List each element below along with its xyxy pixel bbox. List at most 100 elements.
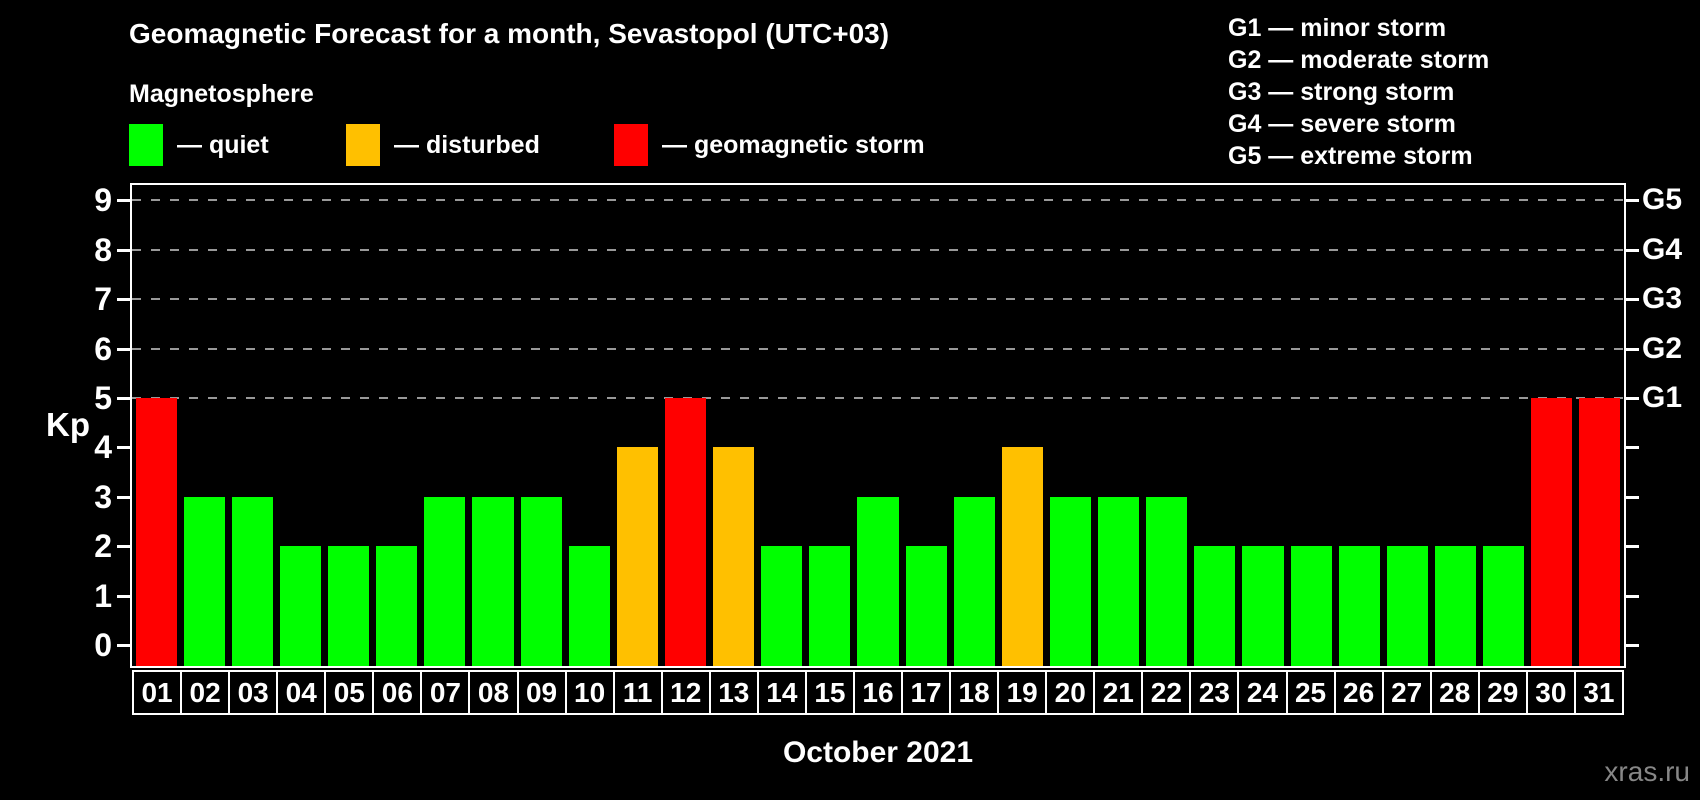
- y-tick-label-3: 3: [94, 478, 112, 515]
- storm-scale-legend-line: G4 — severe storm: [1228, 110, 1456, 138]
- day-cell-06: 06: [372, 670, 423, 715]
- day-cell-22: 22: [1141, 670, 1192, 715]
- right-tick-kp-4: [1626, 446, 1639, 450]
- day-cell-11: 11: [612, 670, 663, 715]
- gridline-kp-6: [132, 347, 1624, 350]
- day-cell-04: 04: [276, 670, 327, 715]
- bar-day-18: [953, 496, 995, 666]
- legend-label-quiet: — quiet: [177, 130, 269, 159]
- bar-day-26: [1338, 546, 1380, 666]
- bar-day-17: [905, 546, 947, 666]
- legend-label-disturbed: — disturbed: [394, 130, 540, 159]
- storm-scale-legend: G1 — minor storm G2 — moderate storm G3 — …: [1228, 12, 1489, 172]
- y-tick-label-5: 5: [94, 380, 112, 416]
- y-tick-label-4: 4: [94, 429, 112, 466]
- bar-day-03: [231, 496, 273, 666]
- day-cell-26: 26: [1333, 670, 1384, 715]
- right-tick-kp-8: [1626, 248, 1639, 252]
- y-tick-label-7: 7: [94, 281, 112, 318]
- day-cell-21: 21: [1093, 670, 1144, 715]
- left-tick-kp-5: [117, 397, 130, 400]
- bar-day-07: [424, 496, 466, 666]
- bar-day-15: [809, 546, 851, 666]
- x-axis-title: October 2021: [782, 736, 974, 769]
- legend-label-storm: — geomagnetic storm: [662, 130, 925, 159]
- day-cell-12: 12: [660, 670, 711, 715]
- bar-day-28: [1434, 546, 1477, 666]
- bar-day-16: [857, 496, 899, 666]
- left-tick-kp-2: [117, 545, 130, 549]
- bar-day-02: [183, 496, 225, 666]
- bar-day-09: [520, 496, 562, 666]
- left-tick-kp-1: [117, 594, 130, 598]
- right-tick-kp-3: [1626, 495, 1639, 499]
- gridline-kp-5: [132, 397, 1624, 399]
- right-tick-kp-0: [1626, 644, 1639, 647]
- day-cell-03: 03: [228, 670, 279, 715]
- magnetosphere-label: Magnetosphere: [129, 80, 314, 108]
- bar-day-12: [664, 398, 707, 666]
- bar-day-23: [1194, 546, 1236, 666]
- day-cell-09: 09: [516, 670, 567, 715]
- plot-area: [130, 183, 1626, 668]
- bar-day-25: [1290, 546, 1332, 666]
- bar-day-13: [713, 447, 755, 666]
- y-tick-label-1: 1: [94, 577, 112, 614]
- quiet-color-swatch: [129, 124, 163, 166]
- bar-day-08: [472, 496, 514, 666]
- day-cell-20: 20: [1045, 670, 1096, 715]
- day-cell-15: 15: [804, 670, 855, 715]
- gridline-kp-8: [132, 248, 1624, 251]
- right-axis-label-G5: G5: [1642, 183, 1683, 217]
- right-tick-kp-1: [1626, 594, 1639, 598]
- watermark: xras.ru: [1604, 756, 1690, 787]
- left-tick-kp-6: [117, 347, 130, 351]
- y-tick-label-0: 0: [94, 627, 112, 663]
- left-tick-kp-0: [117, 644, 130, 647]
- day-cell-05: 05: [324, 670, 375, 715]
- bar-day-20: [1049, 496, 1092, 666]
- right-axis-label-G2: G2: [1642, 331, 1683, 365]
- day-cell-07: 07: [420, 670, 471, 715]
- day-cell-16: 16: [852, 670, 903, 715]
- legend-item-quiet: — quiet: [129, 124, 269, 166]
- gridline-kp-9: [132, 199, 1624, 202]
- bar-day-10: [568, 546, 610, 666]
- day-cell-29: 29: [1477, 670, 1528, 715]
- day-cell-18: 18: [949, 670, 1000, 715]
- bar-day-24: [1242, 546, 1284, 666]
- bar-day-06: [376, 546, 418, 666]
- day-cell-24: 24: [1237, 670, 1288, 715]
- right-axis-label-G4: G4: [1642, 232, 1683, 266]
- bar-day-19: [1001, 447, 1043, 666]
- storm-scale-legend-line: G2 — moderate storm: [1228, 46, 1490, 74]
- legend-item-storm: — geomagnetic storm: [614, 124, 925, 166]
- y-tick-label-9: 9: [94, 182, 112, 219]
- bar-day-21: [1098, 496, 1140, 666]
- day-cell-13: 13: [708, 670, 759, 715]
- day-cell-01: 01: [132, 670, 183, 715]
- day-cell-08: 08: [468, 670, 519, 715]
- bar-day-05: [328, 546, 370, 666]
- day-cell-31: 31: [1573, 670, 1624, 715]
- day-cell-28: 28: [1429, 670, 1480, 715]
- right-tick-kp-6: [1626, 347, 1639, 351]
- y-axis-title: Kp: [46, 406, 90, 443]
- day-cell-02: 02: [180, 670, 231, 715]
- day-cell-10: 10: [564, 670, 615, 715]
- day-cell-30: 30: [1525, 670, 1576, 715]
- day-cell-25: 25: [1285, 670, 1336, 715]
- right-tick-kp-2: [1626, 545, 1639, 549]
- right-axis-label-G3: G3: [1642, 282, 1683, 316]
- disturbed-color-swatch: [346, 124, 380, 166]
- storm-scale-legend-line: G3 — strong storm: [1228, 78, 1455, 106]
- day-cell-23: 23: [1189, 670, 1240, 715]
- day-label-row: 01 02 03 04 05 06 07 08 09 10 11 12 13 14 15 16 17 18 19 20…: [132, 670, 1624, 715]
- bar-day-14: [761, 546, 803, 666]
- y-tick-label-8: 8: [94, 231, 112, 268]
- day-cell-14: 14: [756, 670, 807, 715]
- left-tick-kp-3: [117, 495, 130, 499]
- y-tick-label-2: 2: [94, 528, 112, 565]
- left-tick-kp-9: [117, 199, 130, 203]
